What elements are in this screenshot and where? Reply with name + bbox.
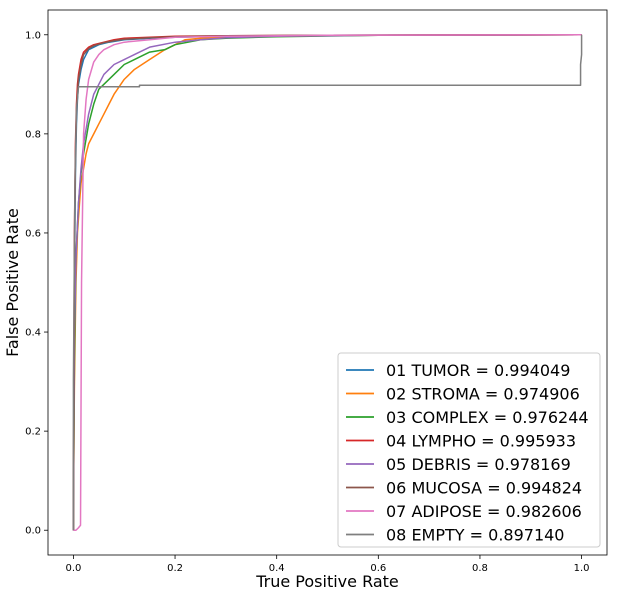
x-tick-label: 0.8 <box>472 563 488 574</box>
legend-entry-label: 07 ADIPOSE = 0.982606 <box>386 502 582 521</box>
legend-entry-label: 05 DEBRIS = 0.978169 <box>386 455 571 474</box>
legend-entry-label: 04 LYMPHO = 0.995933 <box>386 432 576 451</box>
x-tick-label: 0.4 <box>269 563 285 574</box>
legend-box <box>337 352 601 548</box>
y-tick-label: 1.0 <box>25 30 41 41</box>
y-axis-ticks: 0.0 0.2 0.4 0.6 0.8 1.0 <box>25 30 48 537</box>
roc-curve-8 <box>72 34 583 531</box>
y-tick-label: 0.8 <box>25 129 41 140</box>
legend-entry-label: 06 MUCOSA = 0.994824 <box>386 479 582 498</box>
y-axis-label: False Positive Rate <box>3 208 22 357</box>
legend-entry-label: 08 EMPTY = 0.897140 <box>386 526 564 545</box>
y-tick-label: 0.0 <box>25 526 41 537</box>
y-tick-label: 0.2 <box>25 427 41 438</box>
x-tick-label: 0.6 <box>370 563 386 574</box>
roc-curve-7 <box>73 34 582 531</box>
roc-curve-5 <box>72 34 582 531</box>
y-tick-label: 0.4 <box>25 328 41 339</box>
legend: 01 TUMOR = 0.994049 02 STROMA = 0.974906 0… <box>337 352 601 548</box>
plot-frame <box>47 9 608 556</box>
x-tick-label: 1.0 <box>574 563 590 574</box>
roc-curves <box>72 34 583 531</box>
x-tick-label: 0.2 <box>167 563 183 574</box>
x-tick-label: 0.0 <box>65 563 81 574</box>
x-axis-ticks: 0.0 0.2 0.4 0.6 0.8 1.0 <box>65 555 590 574</box>
legend-entry-label: 03 COMPLEX = 0.976244 <box>386 408 589 427</box>
legend-entry-label: 02 STROMA = 0.974906 <box>386 385 580 404</box>
y-tick-label: 0.6 <box>25 228 41 239</box>
x-axis-label: True Positive Rate <box>255 572 399 591</box>
legend-entry-label: 01 TUMOR = 0.994049 <box>386 361 570 380</box>
